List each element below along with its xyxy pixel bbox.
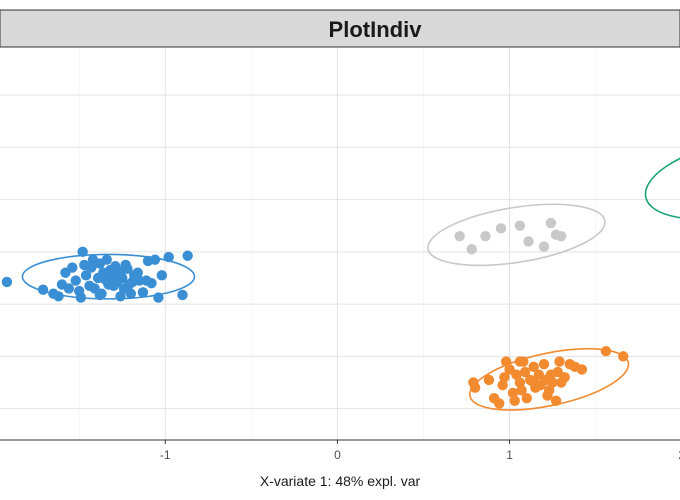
data-point <box>507 387 519 399</box>
data-point <box>538 359 550 370</box>
data-point <box>514 377 526 388</box>
data-point <box>70 275 81 286</box>
data-point <box>63 283 75 294</box>
data-point <box>547 377 558 388</box>
x-tick-label: 2 <box>678 448 680 462</box>
x-tick-label: 0 <box>334 448 341 462</box>
data-point <box>182 250 193 261</box>
data-point <box>454 230 465 242</box>
x-axis-label: X-variate 1: 48% expl. var <box>260 473 421 489</box>
data-point <box>94 289 106 301</box>
data-point <box>75 292 87 303</box>
data-point <box>115 291 126 302</box>
data-point <box>153 292 164 303</box>
data-point <box>127 276 138 288</box>
data-point <box>483 374 495 386</box>
data-point <box>495 223 507 234</box>
points <box>1 217 629 409</box>
data-point <box>125 288 137 299</box>
plot-panel <box>0 48 680 440</box>
data-point <box>53 291 64 302</box>
x-tick-label: -1 <box>160 448 171 462</box>
x-axis-ticks: -1 0 1 2 <box>160 440 680 462</box>
chart-title: PlotIndiv <box>329 17 423 42</box>
data-point <box>1 276 13 288</box>
data-point <box>156 270 168 281</box>
x-tick-label: 1 <box>506 448 513 462</box>
data-point <box>86 262 97 273</box>
data-point <box>538 241 550 252</box>
data-point <box>466 244 477 255</box>
data-point <box>177 289 188 301</box>
data-point <box>137 287 149 298</box>
confidence-ellipse <box>644 137 680 220</box>
data-point <box>617 351 629 362</box>
confidence-ellipse <box>427 203 606 267</box>
confidence-ellipse <box>21 253 196 300</box>
data-point <box>511 369 522 380</box>
data-point <box>77 246 88 258</box>
data-point <box>80 270 92 281</box>
data-point <box>514 220 526 231</box>
data-point <box>499 372 510 383</box>
data-point <box>554 356 565 367</box>
data-point <box>545 217 557 229</box>
data-point <box>117 272 128 284</box>
data-point <box>550 395 562 406</box>
data-point <box>132 267 143 278</box>
data-point <box>149 254 161 265</box>
data-point <box>494 398 505 409</box>
data-point <box>600 345 612 357</box>
data-point <box>514 356 526 367</box>
data-point <box>528 377 539 388</box>
strip-background <box>0 9 680 48</box>
data-point <box>37 284 49 295</box>
data-point <box>516 385 527 396</box>
data-point <box>122 263 133 275</box>
data-point <box>523 236 534 247</box>
data-point <box>500 356 512 367</box>
data-point <box>480 230 491 242</box>
data-point <box>101 254 112 265</box>
data-point <box>163 251 174 263</box>
data-point <box>509 395 520 406</box>
data-point <box>521 392 532 404</box>
data-point <box>468 377 479 388</box>
strip-header: PlotIndiv <box>0 9 680 48</box>
data-point <box>556 230 567 242</box>
data-point <box>576 364 588 375</box>
data-point <box>497 379 508 391</box>
grid-lines <box>0 48 680 440</box>
data-point <box>528 361 539 373</box>
data-point <box>146 278 157 289</box>
data-point <box>543 385 555 396</box>
data-point <box>519 366 531 378</box>
data-point <box>559 372 570 383</box>
data-point <box>67 262 78 273</box>
data-point <box>108 280 119 292</box>
